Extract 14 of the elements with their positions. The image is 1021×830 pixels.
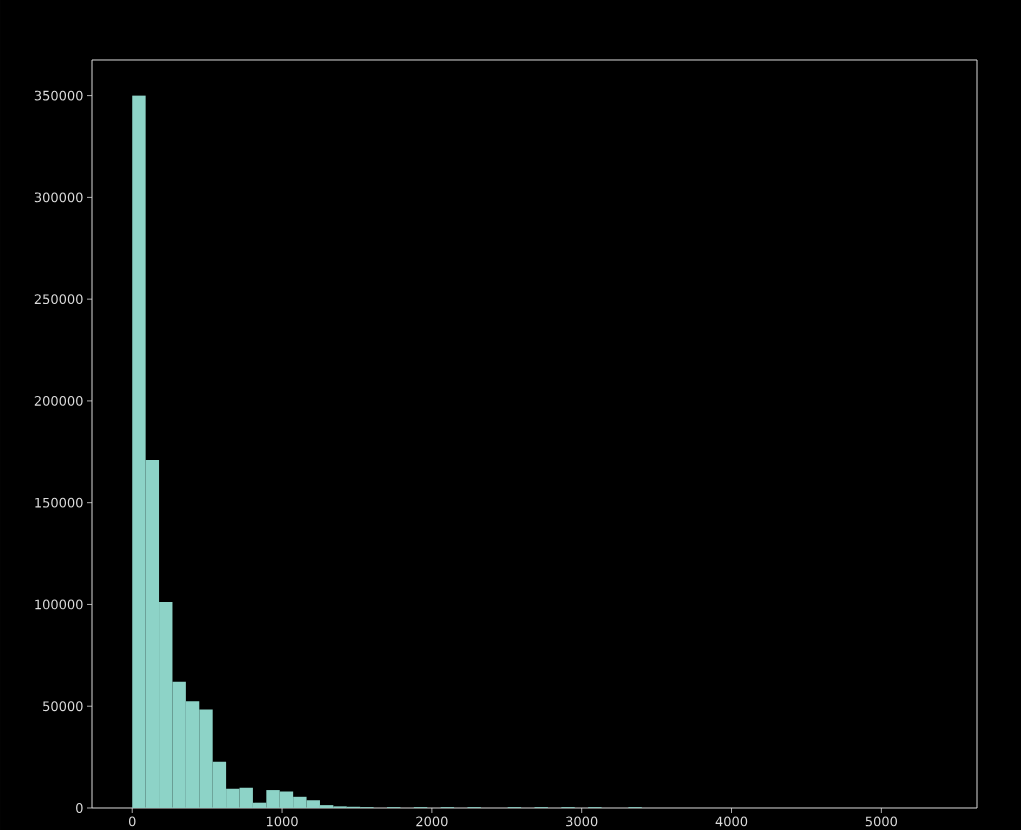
x-tick-label: 1000 — [266, 816, 298, 827]
x-tick-label: 2000 — [416, 816, 448, 827]
x-tick-label: 4000 — [715, 816, 748, 827]
y-tick-label: 50000 — [43, 701, 83, 712]
y-tick-label: 100000 — [35, 599, 83, 610]
x-tick-label: 3000 — [566, 816, 598, 827]
y-tick-label: 300000 — [34, 192, 83, 203]
y-tick-label: 250000 — [34, 294, 83, 305]
y-tick-label: 200000 — [34, 396, 83, 406]
x-tick-label: 5000 — [865, 816, 898, 827]
y-tick-label: 150000 — [35, 497, 83, 508]
y-tick-label: 350000 — [34, 90, 83, 101]
x-tick-label: 0 — [128, 816, 136, 827]
y-tick-label: 0 — [76, 803, 83, 813]
